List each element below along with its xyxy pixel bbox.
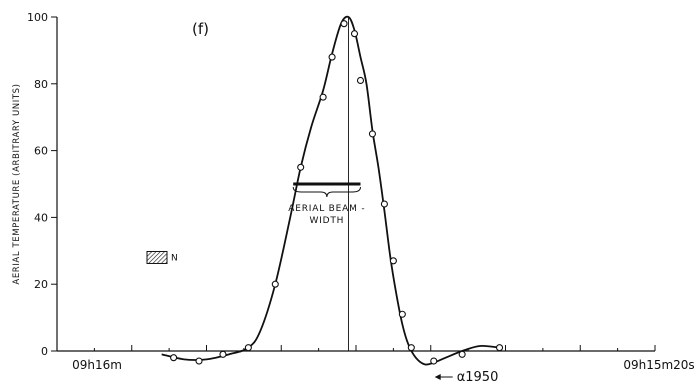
ra-marker-arrowhead <box>434 374 441 380</box>
y-tick-label: 20 <box>34 278 48 291</box>
data-point <box>368 130 376 138</box>
y-tick-label: 40 <box>34 211 48 224</box>
ra-marker-label: α1950 <box>457 370 499 385</box>
data-point <box>271 280 279 288</box>
y-axis-label: AERIAL TEMPERATURE (ARBITRARY UNITS) <box>12 83 22 284</box>
data-point <box>356 76 365 85</box>
fitted-curve <box>161 15 500 366</box>
y-tick-label: 0 <box>41 345 48 358</box>
noise-label: N <box>171 253 178 263</box>
noise-swatch <box>146 250 168 264</box>
beamwidth-label-line: AERIAL BEAM - <box>288 204 365 214</box>
data-point <box>458 350 466 358</box>
x-axis: 09h16m 09h15m20s <box>56 345 695 372</box>
ra-marker: α1950 <box>434 370 499 385</box>
data-point <box>219 350 227 358</box>
data-point <box>328 53 336 61</box>
y-tick-label: 100 <box>27 11 48 24</box>
beamwidth-label-line: WIDTH <box>309 216 344 226</box>
data-point <box>340 20 348 28</box>
data-point <box>495 344 504 352</box>
y-tick-label: 80 <box>34 78 48 91</box>
y-tick-label: 60 <box>34 145 48 158</box>
data-point <box>170 354 178 362</box>
data-points <box>170 20 504 365</box>
y-ticks: 0 20 40 60 80 100 <box>27 11 57 358</box>
data-point <box>407 344 415 352</box>
beamwidth-label: AERIAL BEAM - WIDTH <box>288 204 365 226</box>
data-point <box>195 357 203 365</box>
x-ticks <box>56 345 656 351</box>
y-axis: 0 20 40 60 80 100 AERIAL TEMPERATURE (ARBITRA… <box>12 11 58 358</box>
data-point <box>389 257 397 265</box>
beamwidth-brace <box>292 186 361 198</box>
data-point <box>398 310 406 318</box>
data-point <box>350 30 359 38</box>
beamwidth-annotation: AERIAL BEAM - WIDTH <box>288 182 365 226</box>
data-point <box>297 163 305 171</box>
data-point <box>430 357 438 365</box>
data-point <box>380 200 388 208</box>
noise-indicator: N <box>146 250 178 264</box>
panel-label: (f) <box>192 20 209 38</box>
x-tick-label-right: 09h15m20s <box>623 358 694 372</box>
x-tick-label-left: 09h16m <box>72 358 122 372</box>
data-point <box>244 344 252 352</box>
data-point <box>319 93 327 101</box>
